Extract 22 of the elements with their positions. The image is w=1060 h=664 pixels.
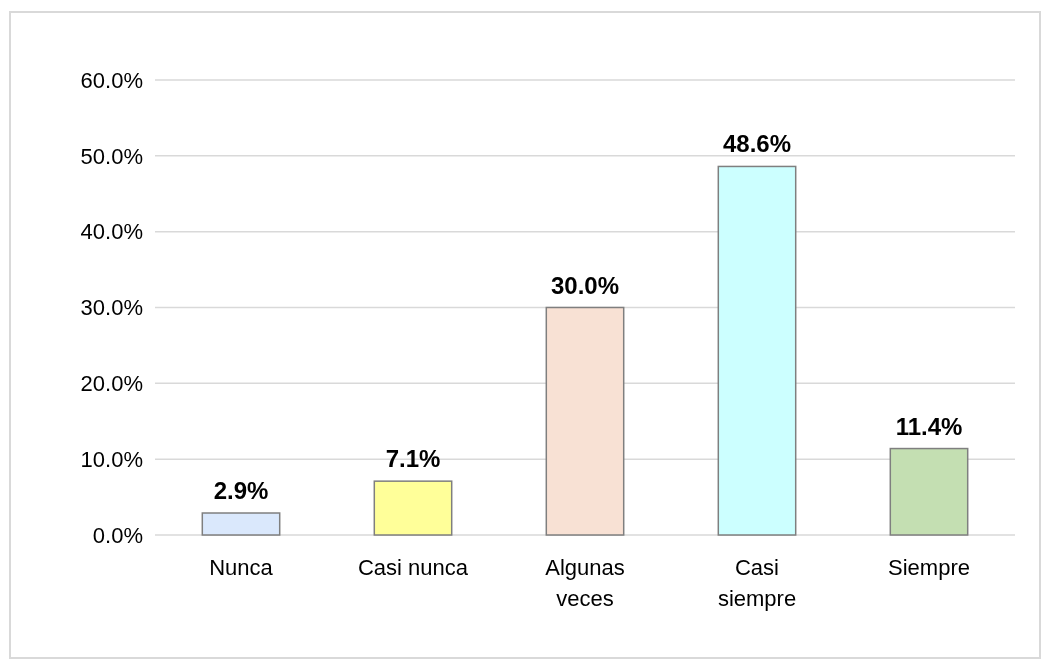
data-label: 30.0% — [550, 271, 620, 299]
y-tick-label: 50.0% — [80, 143, 143, 169]
bar — [373, 480, 453, 536]
y-tick-label: 40.0% — [80, 219, 143, 245]
y-tick-label: 30.0% — [80, 295, 143, 321]
bar — [201, 512, 281, 536]
data-label: 11.4% — [895, 412, 963, 440]
x-tick-label: Casi nunca — [357, 555, 469, 580]
x-tick-label: Nunca — [209, 555, 274, 580]
data-label: 2.9% — [213, 477, 269, 505]
data-label: 7.1% — [385, 445, 441, 473]
bar — [889, 447, 969, 536]
x-tick-label: Algunas veces — [545, 555, 625, 611]
x-tick-label: Siempre — [888, 555, 970, 580]
x-tick-label: Casi siempre — [717, 555, 797, 611]
y-tick-label: 60.0% — [80, 67, 143, 93]
y-tick-label: 10.0% — [80, 446, 143, 472]
y-tick-label: 0.0% — [92, 522, 143, 548]
bar — [545, 306, 625, 536]
data-label: 48.6% — [722, 130, 792, 158]
bar — [717, 165, 797, 536]
y-tick-label: 20.0% — [80, 371, 143, 397]
